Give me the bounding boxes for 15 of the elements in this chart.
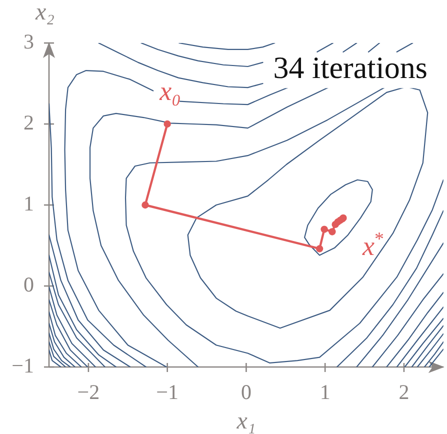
y-tick-label: 1: [24, 192, 34, 216]
annotation: x*: [361, 228, 384, 262]
x-axis-title: x₁: [236, 408, 256, 434]
x-tick-label: 0: [240, 380, 252, 404]
y-axis-title: x₂: [34, 0, 54, 26]
annotation: 34 iterations: [273, 50, 428, 85]
y-tick-label: 0: [24, 272, 34, 297]
y-tick-label: 2: [24, 110, 34, 135]
x-tick-label: −1: [156, 380, 178, 404]
y-tick-label: 3: [24, 30, 34, 54]
x-tick-label: 2: [398, 380, 410, 404]
annotation: x₀: [158, 76, 182, 106]
x-tick-label: 1: [320, 380, 330, 404]
y-tick-label: −1: [12, 354, 34, 378]
x-tick-label: −2: [77, 380, 100, 404]
